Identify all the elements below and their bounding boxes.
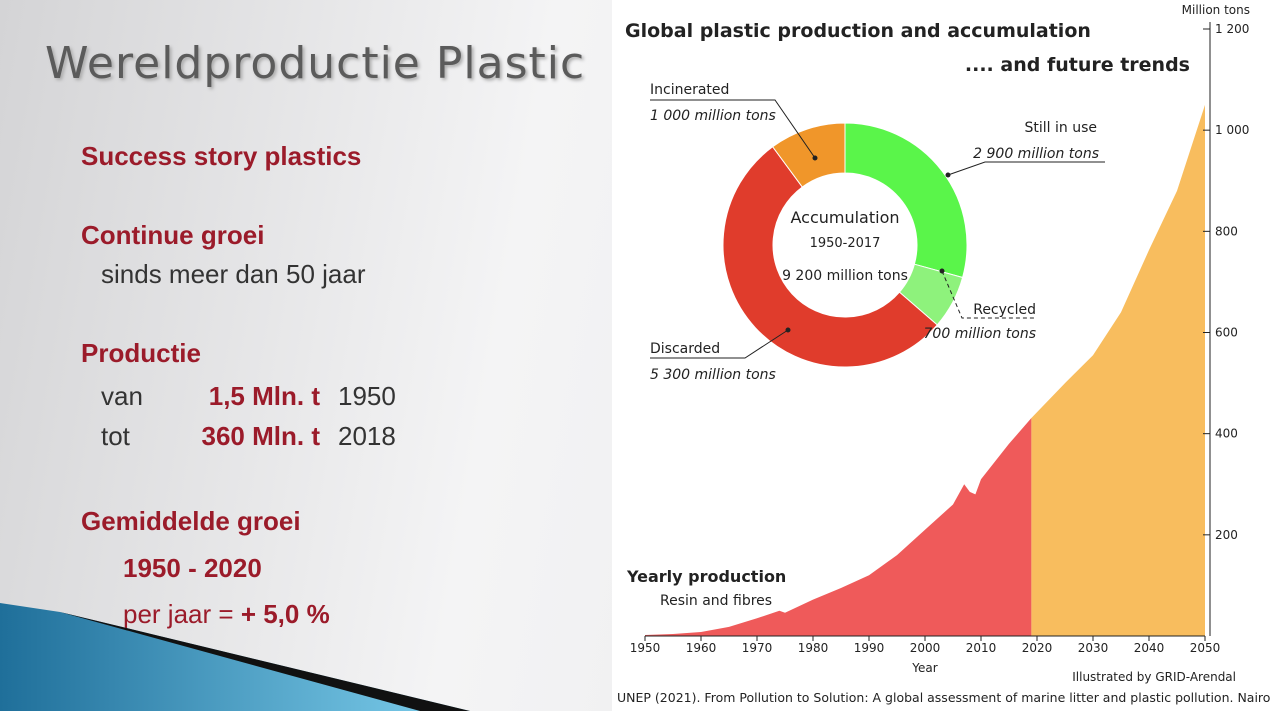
- x-tick-label: 1980: [798, 641, 829, 655]
- x-tick-label: 1970: [742, 641, 773, 655]
- heading: Productie: [81, 338, 201, 368]
- text: 1,5 Mln. t: [208, 381, 320, 411]
- heading: Continue groei: [81, 220, 265, 250]
- pie-label: Discarded: [650, 341, 720, 357]
- y-tick-label: 200: [1215, 528, 1238, 542]
- pie-label: Recycled: [973, 302, 1036, 318]
- x-tick-label: 2050: [1190, 641, 1221, 655]
- x-tick-label: 2040: [1134, 641, 1165, 655]
- y-axis-title: Million tons: [1182, 3, 1250, 17]
- pie-label: Still in use: [1025, 120, 1098, 136]
- chart-subtitle: .... and future trends: [965, 54, 1190, 76]
- text: per jaar =: [123, 599, 234, 629]
- pie-label: Incinerated: [650, 82, 729, 98]
- x-tick-label: 1990: [854, 641, 885, 655]
- text: + 5,0 %: [240, 599, 330, 629]
- area: [1031, 104, 1205, 636]
- text: 1950: [338, 381, 396, 411]
- area: [645, 417, 1032, 636]
- source: UNEP (2021). From Pollution to Solution:…: [617, 690, 1270, 705]
- pie-total: 9 200 million tons: [782, 268, 908, 284]
- x-tick-label: 2010: [966, 641, 997, 655]
- text: 360 Mln. t: [201, 421, 320, 451]
- pie-slice: [844, 122, 968, 279]
- annotation: Resin and fibres: [660, 593, 772, 609]
- x-tick-label: 2020: [1022, 641, 1053, 655]
- heading: Gemiddelde groei: [81, 506, 301, 536]
- y-tick-label: 600: [1215, 326, 1238, 340]
- chart: Global plastic production and accumulati…: [612, 0, 1270, 711]
- pie-slice: [722, 146, 938, 368]
- x-tick-label: 2030: [1078, 641, 1109, 655]
- x-tick-label: 1960: [686, 641, 717, 655]
- leader-lines: [650, 99, 1105, 359]
- y-tick-label: 400: [1215, 427, 1238, 441]
- text: van: [101, 381, 143, 411]
- pie-slice: [771, 122, 846, 188]
- x-axis-title: Year: [911, 661, 937, 675]
- pie-title: Accumulation: [790, 208, 899, 227]
- pie-value-label: 5 300 million tons: [650, 367, 776, 383]
- x-tick-label: 2000: [910, 641, 941, 655]
- text: 1950 - 2020: [123, 553, 262, 583]
- y-tick-label: 800: [1215, 224, 1238, 238]
- pie-value-label: 700 million tons: [924, 326, 1036, 342]
- credit: Illustrated by GRID-Arendal: [1072, 670, 1236, 684]
- chart-title: Global plastic production and accumulati…: [625, 20, 1091, 42]
- slide-title: Wereldproductie Plastic: [45, 38, 586, 89]
- pie-value-label: 2 900 million tons: [973, 146, 1099, 162]
- pie-subtitle: 1950-2017: [810, 236, 881, 251]
- pie-value-label: 1 000 million tons: [650, 108, 776, 124]
- y-tick-label: 1 000: [1215, 123, 1249, 137]
- annotation: Yearly production: [626, 567, 786, 586]
- text: per jaar = + 5,0 %: [123, 599, 330, 630]
- y-tick-label: 1 200: [1215, 22, 1249, 36]
- text: tot: [101, 421, 130, 451]
- heading: Success story plastics: [81, 141, 362, 171]
- x-tick-label: 1950: [630, 641, 661, 655]
- text: sinds meer dan 50 jaar: [101, 259, 366, 289]
- text: 2018: [338, 421, 396, 451]
